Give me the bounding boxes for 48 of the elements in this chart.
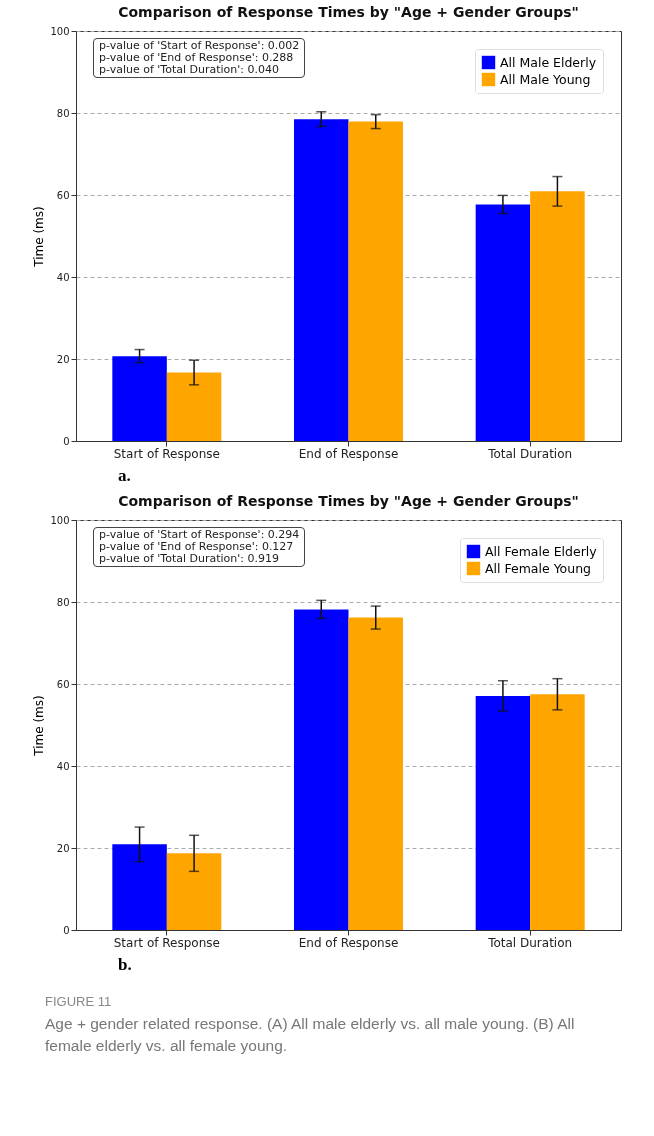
x-tick-label: Start of Response xyxy=(113,935,220,950)
text: a. xyxy=(117,465,132,487)
bar xyxy=(530,191,585,441)
y-tick-label: 80 xyxy=(56,596,70,608)
y-tick-label: 80 xyxy=(56,107,70,119)
x-tick-label: End of Response xyxy=(298,446,399,461)
legend-label: All Male Young xyxy=(500,71,591,87)
text: Age + gender related response. (A) All male elderly vs. all male young. (B) All female elderly vs. all female young. xyxy=(44,1014,576,1056)
y-tick-label: 60 xyxy=(56,189,70,201)
chart-title: Comparison of Response Times by "Age + Gender Groups" xyxy=(118,4,579,20)
legend-label: All Female Elderly xyxy=(485,543,598,559)
bar xyxy=(112,356,167,441)
x-tick-label: Total Duration xyxy=(487,446,573,461)
legend-label: All Male Elderly xyxy=(500,54,597,70)
bar xyxy=(530,694,585,930)
bar xyxy=(294,609,349,930)
bar xyxy=(348,617,403,930)
legend-label: All Female Young xyxy=(485,560,592,576)
annotation: p-value of 'Total Duration': 0.040 xyxy=(99,63,280,76)
y-tick-label: 40 xyxy=(56,760,70,772)
y-tick-label: 0 xyxy=(63,924,70,936)
y-tick-label: 0 xyxy=(63,435,70,447)
annotation: p-value of 'End of Response': 0.288 xyxy=(99,51,295,64)
bar xyxy=(348,121,403,441)
annotation: p-value of 'Start of Response': 0.294 xyxy=(99,528,300,541)
bar xyxy=(294,119,349,441)
caption: FIGURE 11 xyxy=(44,993,113,1009)
bar xyxy=(166,853,222,930)
y-axis-title: Time (ms) xyxy=(32,206,47,268)
bar xyxy=(166,372,222,441)
y-tick-label: 60 xyxy=(56,678,70,690)
y-tick-label: 20 xyxy=(56,353,70,365)
annotation: p-value of 'Total Duration': 0.919 xyxy=(99,552,280,565)
annotation: p-value of 'Start of Response': 0.002 xyxy=(99,39,300,52)
x-tick-label: Total Duration xyxy=(487,935,573,950)
annotation: p-value of 'End of Response': 0.127 xyxy=(99,540,295,553)
bar xyxy=(475,204,531,441)
y-tick-label: 100 xyxy=(50,25,70,37)
bar xyxy=(112,844,167,930)
x-tick-label: End of Response xyxy=(298,935,399,950)
x-tick-label: Start of Response xyxy=(113,446,220,461)
text: b. xyxy=(117,954,133,976)
bar xyxy=(475,695,531,930)
y-tick-label: 100 xyxy=(50,514,70,526)
chart-title: Comparison of Response Times by "Age + Gender Groups" xyxy=(118,493,579,509)
y-axis-title: Time (ms) xyxy=(32,695,47,757)
y-tick-label: 40 xyxy=(56,271,70,283)
y-tick-label: 20 xyxy=(56,842,70,854)
